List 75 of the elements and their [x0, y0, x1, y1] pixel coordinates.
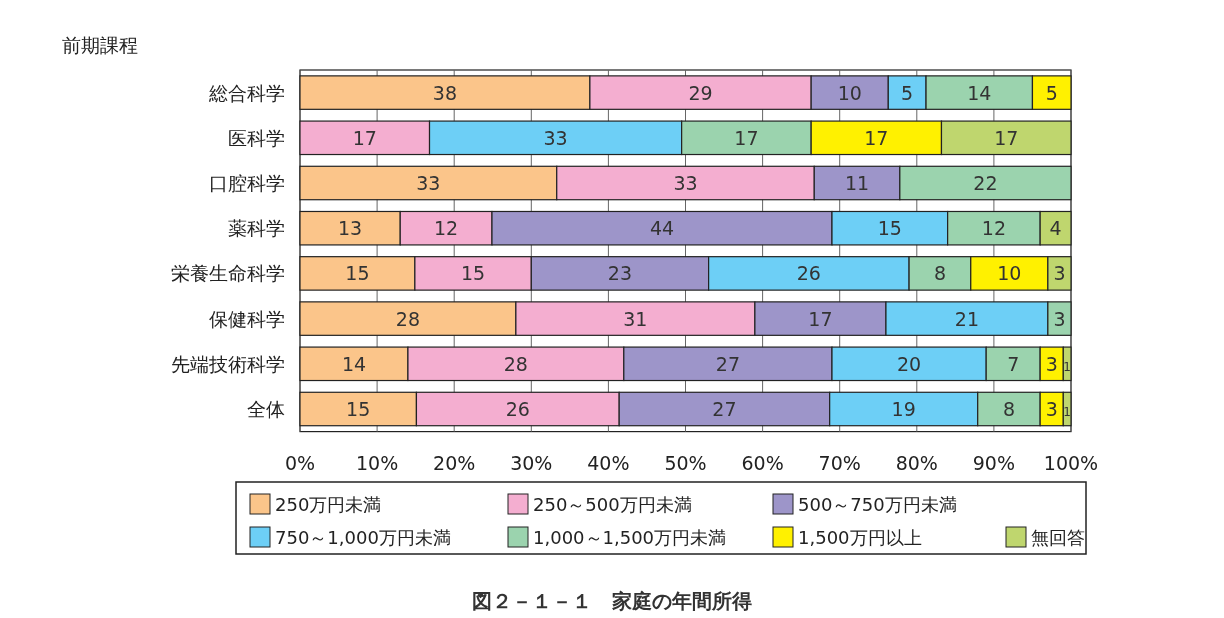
x-tick-label: 50%: [664, 451, 707, 474]
legend-label: 750～1,000万円未満: [275, 527, 451, 548]
data-label: 26: [796, 262, 821, 285]
data-label: 23: [607, 262, 633, 285]
y-tick-label: 薬科学: [228, 217, 285, 240]
data-label: 8: [1002, 398, 1015, 420]
data-label: 26: [505, 398, 530, 420]
data-label: 1: [1063, 405, 1071, 419]
x-tick-label: 80%: [895, 451, 938, 474]
data-label: 27: [715, 352, 740, 375]
y-tick-label: 保健科学: [209, 307, 285, 330]
y-tick-label: 総合科学: [208, 81, 285, 104]
data-label: 17: [734, 126, 759, 149]
data-label: 15: [461, 262, 486, 285]
data-label: 3: [1045, 398, 1058, 420]
data-label: 15: [345, 262, 370, 285]
legend-label: 1,000～1,500万円未満: [533, 527, 727, 548]
x-tick-label: 100%: [1043, 451, 1099, 474]
data-label: 3: [1053, 307, 1066, 330]
data-label: 19: [891, 398, 916, 420]
data-label: 29: [688, 81, 713, 104]
x-tick-label: 60%: [741, 451, 784, 474]
legend-label: 500～750万円未満: [798, 494, 957, 515]
x-tick-label: 30%: [510, 451, 553, 474]
x-tick-label: 40%: [587, 451, 630, 474]
data-label: 20: [897, 352, 922, 375]
data-label: 28: [503, 352, 528, 375]
legend-label: 無回答: [1031, 527, 1085, 548]
data-label: 15: [346, 398, 371, 420]
data-label: 33: [543, 126, 568, 149]
data-label: 12: [981, 217, 1006, 240]
data-label: 28: [395, 307, 421, 330]
data-label: 14: [967, 81, 992, 104]
legend-label: 250万円未満: [275, 494, 382, 515]
data-label: 21: [954, 307, 980, 330]
x-tick-label: 0%: [284, 451, 316, 474]
data-label: 27: [712, 398, 737, 420]
data-label: 17: [994, 126, 1019, 149]
data-label: 15: [877, 217, 902, 240]
data-label: 22: [973, 172, 998, 194]
data-label: 3: [1045, 352, 1058, 375]
text: 前期課程: [62, 34, 138, 56]
data-label: 12: [434, 217, 459, 240]
x-tick-label: 70%: [818, 451, 861, 474]
data-label: 14: [341, 352, 367, 375]
y-tick-label: 医科学: [228, 126, 285, 149]
x-tick-label: 10%: [355, 451, 399, 474]
text: 図２－１－１ 家庭の年間所得: [472, 589, 752, 613]
data-label: 4: [1049, 217, 1062, 240]
data-label: 10: [837, 81, 862, 104]
x-tick-label: 90%: [972, 451, 1016, 474]
data-label: 17: [352, 126, 377, 149]
data-label: 5: [901, 81, 914, 104]
data-label: 5: [1045, 81, 1058, 104]
data-label: 1: [1063, 359, 1071, 374]
legend-label: 250～500万円未満: [533, 494, 692, 515]
y-tick-label: 全体: [247, 398, 285, 420]
x-tick-label: 20%: [433, 451, 476, 474]
data-label: 38: [432, 81, 458, 104]
data-label: 3: [1053, 262, 1066, 285]
legend-label: 1,500万円以上: [798, 527, 922, 548]
data-label: 13: [338, 217, 363, 240]
data-label: 7: [1007, 352, 1020, 375]
data-label: 8: [933, 262, 946, 285]
y-tick-label: 先端技術科学: [171, 352, 285, 375]
data-label: 33: [416, 172, 441, 194]
data-label: 44: [649, 217, 675, 240]
y-tick-label: 口腔科学: [209, 172, 285, 194]
data-label: 11: [844, 172, 870, 194]
data-label: 10: [997, 262, 1022, 285]
data-label: 31: [623, 307, 648, 330]
data-label: 33: [673, 172, 698, 194]
data-label: 17: [864, 126, 889, 149]
data-label: 17: [808, 307, 833, 330]
y-tick-label: 栄養生命科学: [171, 262, 285, 285]
